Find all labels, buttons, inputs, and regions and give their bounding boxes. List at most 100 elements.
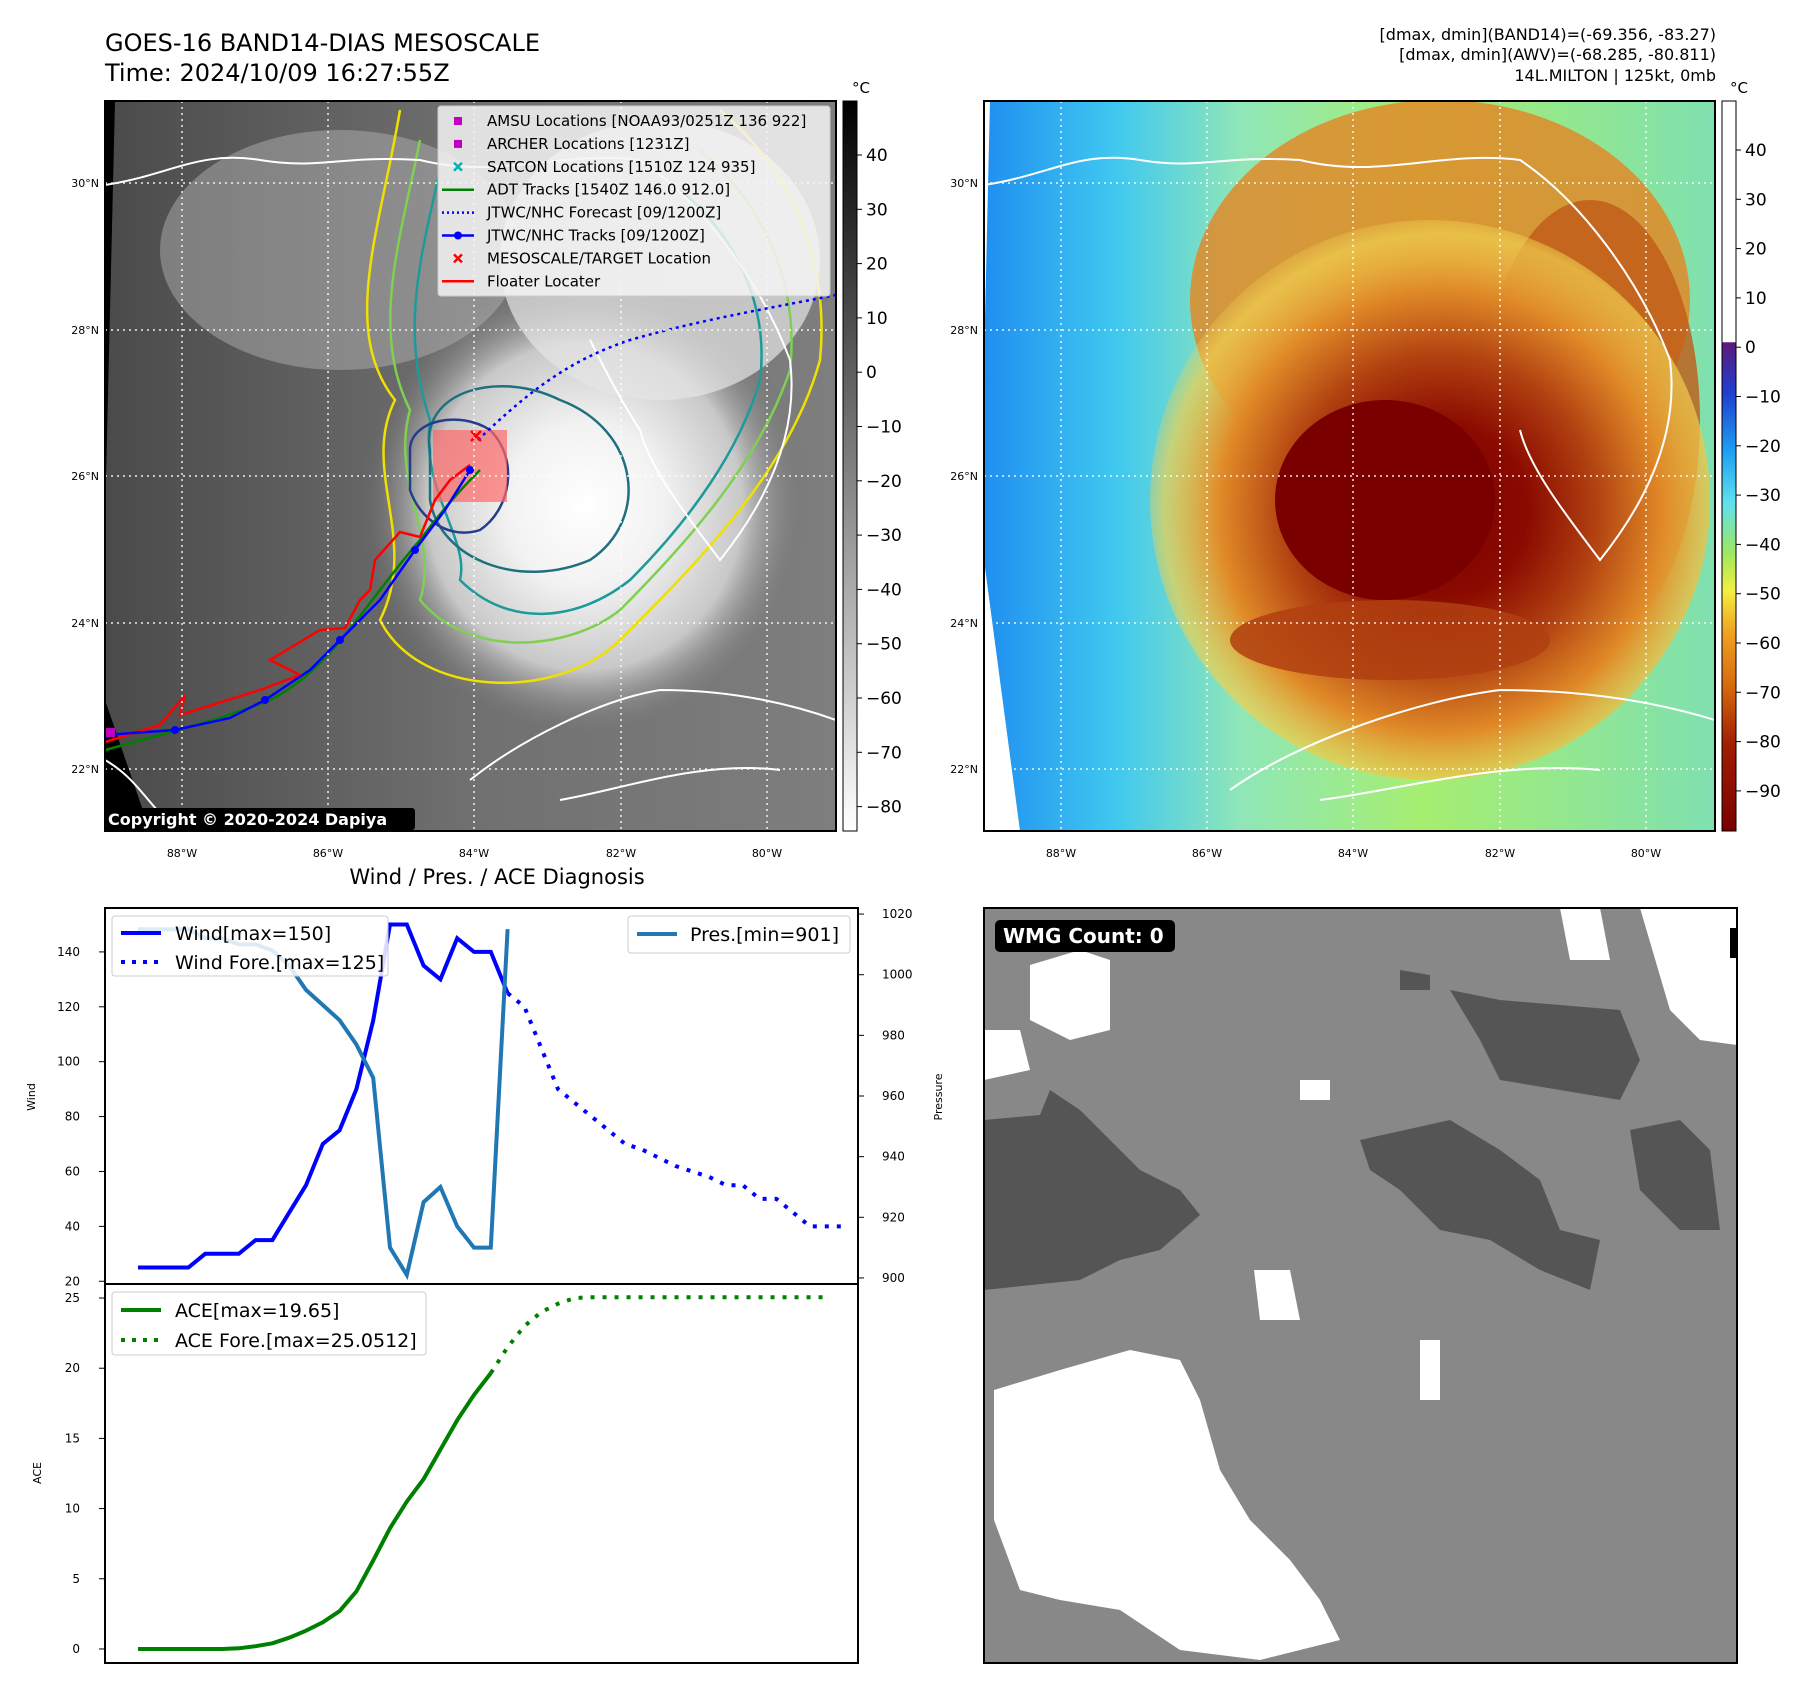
ir-missing-data-edge — [105, 101, 150, 831]
jtwc-track — [105, 469, 472, 737]
lon-tick-label: 88°W — [1046, 847, 1076, 860]
lat-tick-label: 30°N — [71, 177, 99, 190]
colorbar-tick-label: −80 — [1745, 733, 1781, 753]
colorbar-tick-label: −10 — [866, 418, 902, 438]
colorbar-tick-label: −70 — [866, 743, 902, 763]
color-gridlines — [984, 101, 1715, 831]
colorbar-tick-label: 20 — [866, 255, 888, 275]
colorbar-tick-label: 10 — [866, 309, 888, 329]
wmg-dark-regions — [984, 970, 1720, 1290]
y-tick-label: 40 — [65, 1219, 80, 1233]
target-marker — [470, 430, 482, 442]
y-tick-label: 80 — [65, 1110, 80, 1124]
lat-tick-label: 28°N — [71, 324, 99, 337]
legend-marker — [453, 161, 463, 172]
wind-line — [138, 922, 510, 1270]
ace-axis-tick-labels: 25 20 15 10 5 0 — [65, 1291, 105, 1656]
jtwc-forecast — [477, 293, 836, 441]
ace-axis-label: ACE — [31, 1462, 44, 1484]
colorbar-tick-label: −30 — [1745, 486, 1781, 506]
y-tick-label: 120 — [57, 1000, 80, 1014]
y-tick-label: 5 — [72, 1572, 80, 1586]
copyright-bg — [104, 808, 415, 830]
legend-marker — [454, 117, 462, 125]
wind-axis-label: Wind — [25, 1083, 38, 1111]
legend-label: ARCHER Locations [1231Z] — [487, 135, 690, 153]
lat-tick-label: 30°N — [950, 177, 978, 190]
legend-label: MESOSCALE/TARGET Location — [487, 249, 711, 267]
diagnosis-title: Wind / Pres. / ACE Diagnosis — [349, 865, 644, 889]
wmg-panel: WMG Count: 0 — [983, 907, 1738, 1664]
wind-fore-legend-label: Wind Fore.[max=125] — [175, 952, 384, 974]
wmg-black-block — [1730, 928, 1737, 958]
colorbar-tick-label: 0 — [866, 363, 877, 383]
colorbar-tick-label: −20 — [866, 472, 902, 492]
legend-label: JTWC/NHC Forecast [09/1200Z] — [486, 204, 721, 222]
pressure-legend: Pres.[min=901] — [627, 915, 851, 954]
ace-line — [138, 1371, 493, 1651]
color-lon-tick-labels: 88°W 86°W 84°W 82°W 80°W — [1046, 847, 1661, 860]
colorbar-tick-label: −70 — [1745, 683, 1781, 703]
stats-band14: [dmax, dmin](BAND14)=(-69.356, -83.27) — [1380, 25, 1716, 44]
color-eye-region — [1275, 400, 1495, 600]
ace-fore-legend-label: ACE Fore.[max=25.0512] — [175, 1330, 417, 1352]
colorbar-tick-label: −30 — [866, 526, 902, 546]
ace-legend-bg — [111, 1291, 427, 1356]
y-tick-label: 1000 — [882, 968, 913, 982]
colorbar-tick-label: 40 — [1745, 141, 1767, 161]
y-tick-label: 920 — [882, 1210, 905, 1224]
lon-tick-label: 80°W — [752, 847, 782, 860]
ace-legend: ACE[max=19.65] ACE Fore.[max=25.0512] — [111, 1291, 427, 1356]
ir-lat-tick-labels: 30°N 28°N 26°N 24°N 22°N — [71, 177, 99, 776]
wind-axis-tick-labels: 140 120 100 80 60 40 20 — [57, 945, 105, 1288]
wind-pressure-panel: 140 120 100 80 60 40 20 1020 1000 980 960 940 920 90… — [25, 907, 945, 1288]
wind-legend: Wind[max=150] Wind Fore.[max=125] — [111, 915, 389, 977]
colorbar-tick-label: −60 — [1745, 634, 1781, 654]
y-tick-label: 940 — [882, 1150, 905, 1164]
lat-tick-label: 24°N — [71, 617, 99, 630]
y-tick-label: 100 — [57, 1055, 80, 1069]
legend-label: Floater Locater — [487, 272, 601, 290]
figure-time: Time: 2024/10/09 16:27:55Z — [104, 59, 450, 87]
track-legend-bg — [437, 105, 831, 297]
storm-info: 14L.MILTON | 125kt, 0mb — [1514, 66, 1716, 85]
y-tick-label: 900 — [882, 1271, 905, 1285]
legend-label: JTWC/NHC Tracks [09/1200Z] — [486, 227, 705, 245]
color-colorbar-unit: °C — [1730, 79, 1748, 97]
color-missing-edge — [984, 101, 1020, 831]
y-tick-label: 140 — [57, 945, 80, 959]
contour-yellow — [365, 109, 823, 684]
wind-legend-bg — [111, 915, 389, 977]
legend-label: ADT Tracks [1540Z 146.0 912.0] — [487, 181, 730, 199]
colorbar-tick-label: −50 — [866, 635, 902, 655]
amsu-marker — [106, 728, 115, 737]
stats-awv: [dmax, dmin](AWV)=(-68.285, -80.811) — [1399, 45, 1716, 64]
lat-tick-label: 22°N — [950, 763, 978, 776]
lon-tick-label: 84°W — [1338, 847, 1368, 860]
ir-map-frame — [104, 100, 837, 832]
y-tick-label: 20 — [65, 1361, 80, 1375]
coastline-cuba — [469, 688, 836, 801]
lat-tick-label: 28°N — [950, 324, 978, 337]
colorbar-tick-label: 30 — [1745, 190, 1767, 210]
legend-label: SATCON Locations [1510Z 124 935] — [487, 158, 755, 176]
color-colorbar — [1721, 100, 1737, 832]
lon-tick-label: 84°W — [459, 847, 489, 860]
colorbar-tick-label: −80 — [866, 798, 902, 818]
y-tick-label: 1020 — [882, 907, 913, 921]
y-tick-label: 980 — [882, 1028, 905, 1042]
colorbar-tick-label: −40 — [866, 580, 902, 600]
wmg-white-regions — [984, 908, 1737, 1660]
ir-colorbar-tick-labels: 40 30 20 10 0 −10 −20 −30 −40 −50 −60 −70 −80 — [857, 146, 902, 818]
colorbar-tick-label: 0 — [1745, 338, 1756, 358]
pressure-axis-tick-labels: 1020 1000 980 960 940 920 900 — [858, 907, 913, 1285]
wind-legend-label: Wind[max=150] — [175, 923, 331, 945]
contour-teal-inner — [427, 385, 630, 574]
copyright-text: Copyright © 2020-2024 Dapiya — [108, 810, 387, 829]
ace-forecast-line — [489, 1295, 827, 1375]
color-map-panel: 30°N 28°N 26°N 24°N 22°N 88°W 86°W 84°W 82°W 80°… — [950, 79, 1781, 860]
ir-cloud-band — [160, 130, 520, 370]
colorbar-tick-label: 20 — [1745, 240, 1767, 260]
legend-marker — [453, 253, 463, 264]
